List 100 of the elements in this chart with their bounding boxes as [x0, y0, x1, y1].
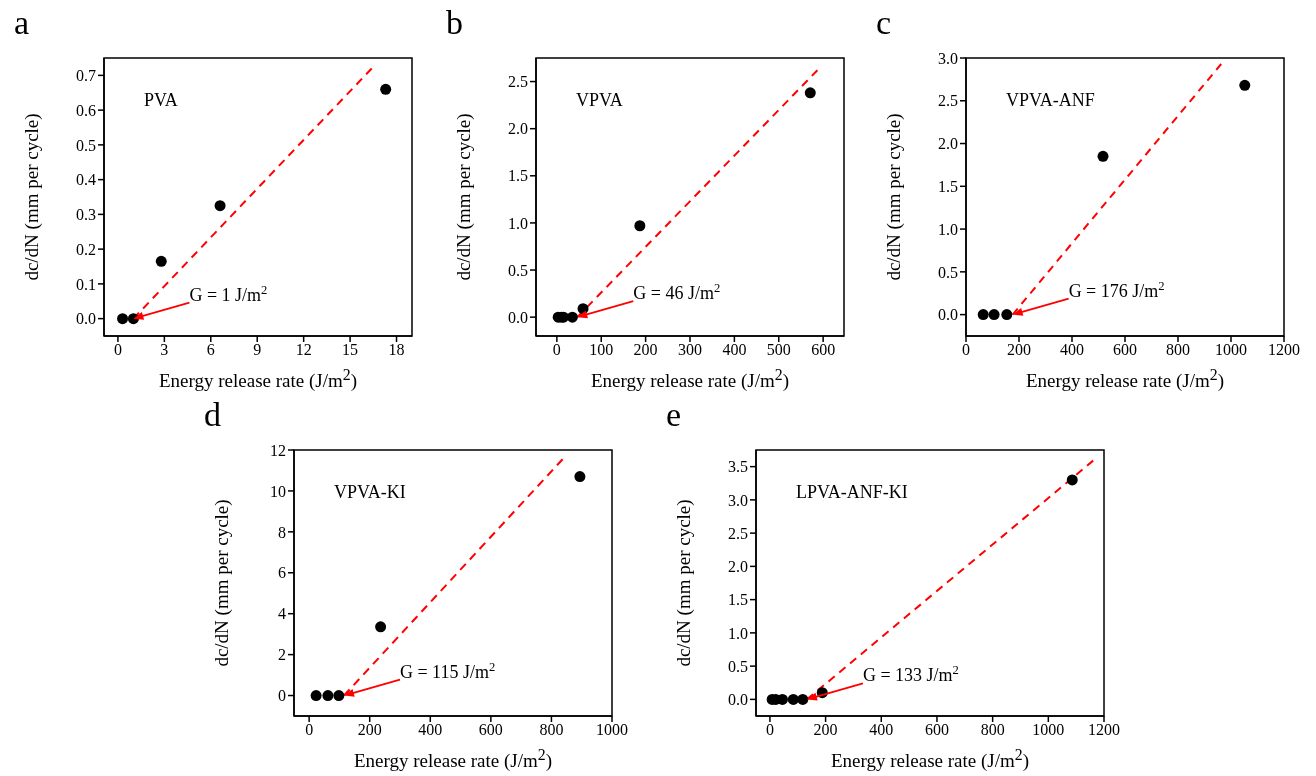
x-axis-title: Energy release rate (J/m$^{2}$): [590, 366, 790, 393]
y-tick-label: 2.0: [508, 120, 528, 138]
point: [797, 693, 809, 705]
y-tick-label: 0.6: [76, 101, 96, 119]
x-tick-label: 200: [357, 721, 382, 739]
x-tick-label: 18: [388, 341, 405, 359]
x-tick-label: 400: [869, 721, 894, 739]
x-tick-label: 500: [766, 341, 791, 359]
y-tick-label: 2.0: [938, 135, 958, 153]
x-tick-label: 3: [160, 341, 169, 359]
point: [375, 621, 387, 633]
point: [977, 309, 989, 321]
annotation: LPVA-ANF-KI: [796, 482, 908, 502]
x-tick-label: 800: [1166, 341, 1190, 359]
x-tick-label: 600: [1113, 341, 1137, 359]
y-tick-label: 0.4: [76, 171, 96, 189]
y-tick-label: 2.0: [728, 558, 748, 576]
x-tick-label: 300: [678, 341, 702, 359]
y-axis-title: dc/dN (mm per cycle): [21, 113, 43, 281]
y-tick-label: 12: [270, 441, 286, 459]
y-axis-title: dc/dN (mm per cycle): [453, 113, 475, 281]
annotation: G = 115 J/m$^{2}$: [399, 659, 496, 682]
x-tick-label: 9: [253, 341, 262, 359]
y-tick-label: 0.0: [728, 691, 748, 709]
point: [310, 690, 322, 702]
x-tick-label: 6: [206, 341, 215, 359]
y-tick-label: 2.5: [508, 73, 528, 91]
x-tick-label: 200: [1007, 341, 1031, 359]
chart-title: c: [876, 4, 892, 42]
y-tick-label: 0.7: [76, 67, 96, 85]
x-tick-label: 600: [478, 721, 503, 739]
x-tick-label: 0: [552, 341, 561, 359]
x-tick-label: 0: [305, 721, 314, 739]
y-tick-label: 0.0: [76, 310, 96, 328]
y-tick-label: 1.5: [728, 591, 748, 609]
point: [804, 87, 816, 99]
x-tick-label: 0: [962, 341, 970, 359]
point: [787, 693, 799, 705]
y-tick-label: 0.5: [76, 136, 96, 154]
y-tick-label: 1.0: [508, 214, 528, 232]
point: [1001, 309, 1013, 321]
y-tick-label: 1.5: [938, 177, 958, 195]
x-tick-label: 1000: [1032, 721, 1065, 739]
point: [333, 690, 345, 702]
x-tick-label: 200: [633, 341, 658, 359]
y-tick-label: 2.5: [938, 92, 958, 110]
x-axis-title: Energy release rate (J/m$^{2}$): [830, 746, 1030, 773]
y-tick-label: 3.0: [938, 49, 958, 67]
y-axis-title: dc/dN (mm per cycle): [211, 499, 233, 667]
point: [214, 200, 226, 212]
chart-title: a: [14, 4, 30, 42]
annotation: VPVA-ANF: [1006, 90, 1095, 110]
annotation: PVA: [144, 90, 178, 110]
y-tick-label: 2.5: [728, 524, 748, 542]
y-tick-label: 3.5: [728, 458, 748, 476]
point: [322, 690, 334, 702]
y-tick-label: 0.5: [728, 657, 748, 675]
y-tick-label: 0: [278, 687, 286, 705]
x-tick-label: 1000: [1215, 341, 1247, 359]
point: [155, 255, 167, 267]
x-tick-label: 12: [295, 341, 312, 359]
y-tick-label: 6: [278, 564, 286, 582]
x-tick-label: 1200: [1088, 721, 1120, 739]
point: [988, 309, 1000, 321]
x-axis-title: Energy release rate (J/m$^{2}$): [353, 746, 553, 773]
x-tick-label: 100: [589, 341, 614, 359]
chart-title: d: [204, 396, 221, 434]
y-tick-label: 2: [278, 646, 286, 664]
x-tick-label: 400: [722, 341, 747, 359]
chart-title: e: [666, 396, 682, 434]
y-tick-label: 10: [270, 482, 286, 500]
y-tick-label: 0.3: [76, 206, 96, 224]
y-tick-label: 1.5: [508, 167, 528, 185]
y-tick-label: 0.1: [76, 275, 96, 293]
x-tick-label: 1200: [1268, 341, 1300, 359]
point: [1066, 474, 1078, 486]
x-tick-label: 200: [813, 721, 838, 739]
x-tick-label: 1000: [596, 721, 628, 739]
x-axis-title: Energy release rate (J/m$^{2}$): [1025, 366, 1225, 393]
y-tick-label: 3.0: [728, 491, 748, 509]
annotation: G = 176 J/m$^{2}$: [1068, 278, 1165, 301]
annotation: G = 133 J/m$^{2}$: [862, 663, 959, 686]
y-tick-label: 0.2: [76, 240, 96, 258]
x-tick-label: 800: [980, 721, 1005, 739]
annotation: G = 46 J/m$^{2}$: [633, 281, 721, 304]
point: [117, 313, 129, 325]
y-axis-title: dc/dN (mm per cycle): [883, 113, 905, 281]
x-tick-label: 0: [113, 341, 122, 359]
y-tick-label: 0.0: [508, 308, 528, 326]
point: [380, 83, 392, 95]
x-tick-label: 400: [418, 721, 443, 739]
x-tick-label: 600: [811, 341, 836, 359]
point: [634, 220, 646, 232]
x-tick-label: 400: [1060, 341, 1084, 359]
x-tick-label: 800: [539, 721, 564, 739]
chart-title: b: [446, 4, 463, 42]
y-tick-label: 0.5: [938, 263, 958, 281]
y-tick-label: 4: [278, 605, 286, 623]
annotation: G = 1 J/m$^{2}$: [189, 282, 268, 305]
y-tick-label: 1.0: [938, 220, 958, 238]
